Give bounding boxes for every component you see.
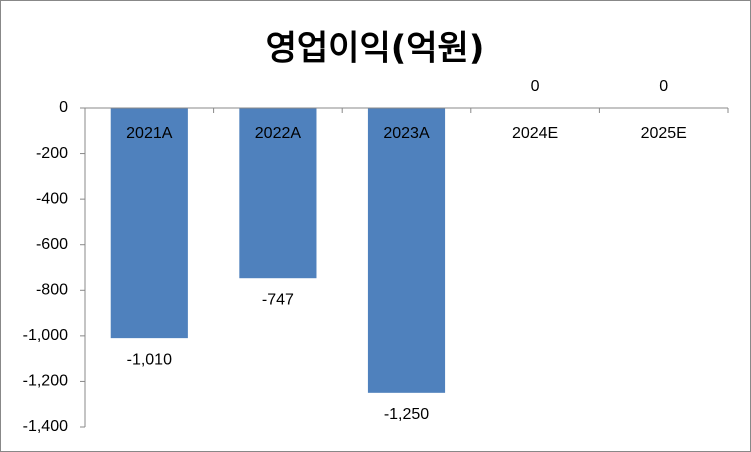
x-tick-label: 2023A — [383, 125, 430, 142]
chart-title: 영업이익(억원) — [266, 29, 485, 69]
value-label: -747 — [262, 291, 294, 308]
value-label: 0 — [659, 78, 668, 95]
bar — [239, 108, 317, 279]
y-tick-label: -200 — [36, 145, 68, 162]
value-label: -1,010 — [127, 351, 172, 368]
y-tick-label: -400 — [36, 190, 68, 207]
y-tick-label: -1,200 — [23, 373, 68, 390]
x-tick-label: 2025E — [641, 125, 687, 142]
value-label: -1,250 — [384, 406, 429, 423]
x-tick-label: 2021A — [126, 125, 173, 142]
y-tick-label: -600 — [36, 236, 68, 253]
bar — [367, 108, 446, 393]
value-label: 0 — [531, 78, 540, 95]
y-tick-label: -1,000 — [23, 327, 68, 344]
y-tick-label: -1,400 — [23, 418, 68, 435]
bar — [110, 108, 188, 339]
x-tick-label: 2024E — [512, 125, 558, 142]
y-tick-label: 0 — [59, 99, 68, 116]
y-tick-label: -800 — [36, 282, 68, 299]
x-tick-label: 2022A — [255, 125, 302, 142]
